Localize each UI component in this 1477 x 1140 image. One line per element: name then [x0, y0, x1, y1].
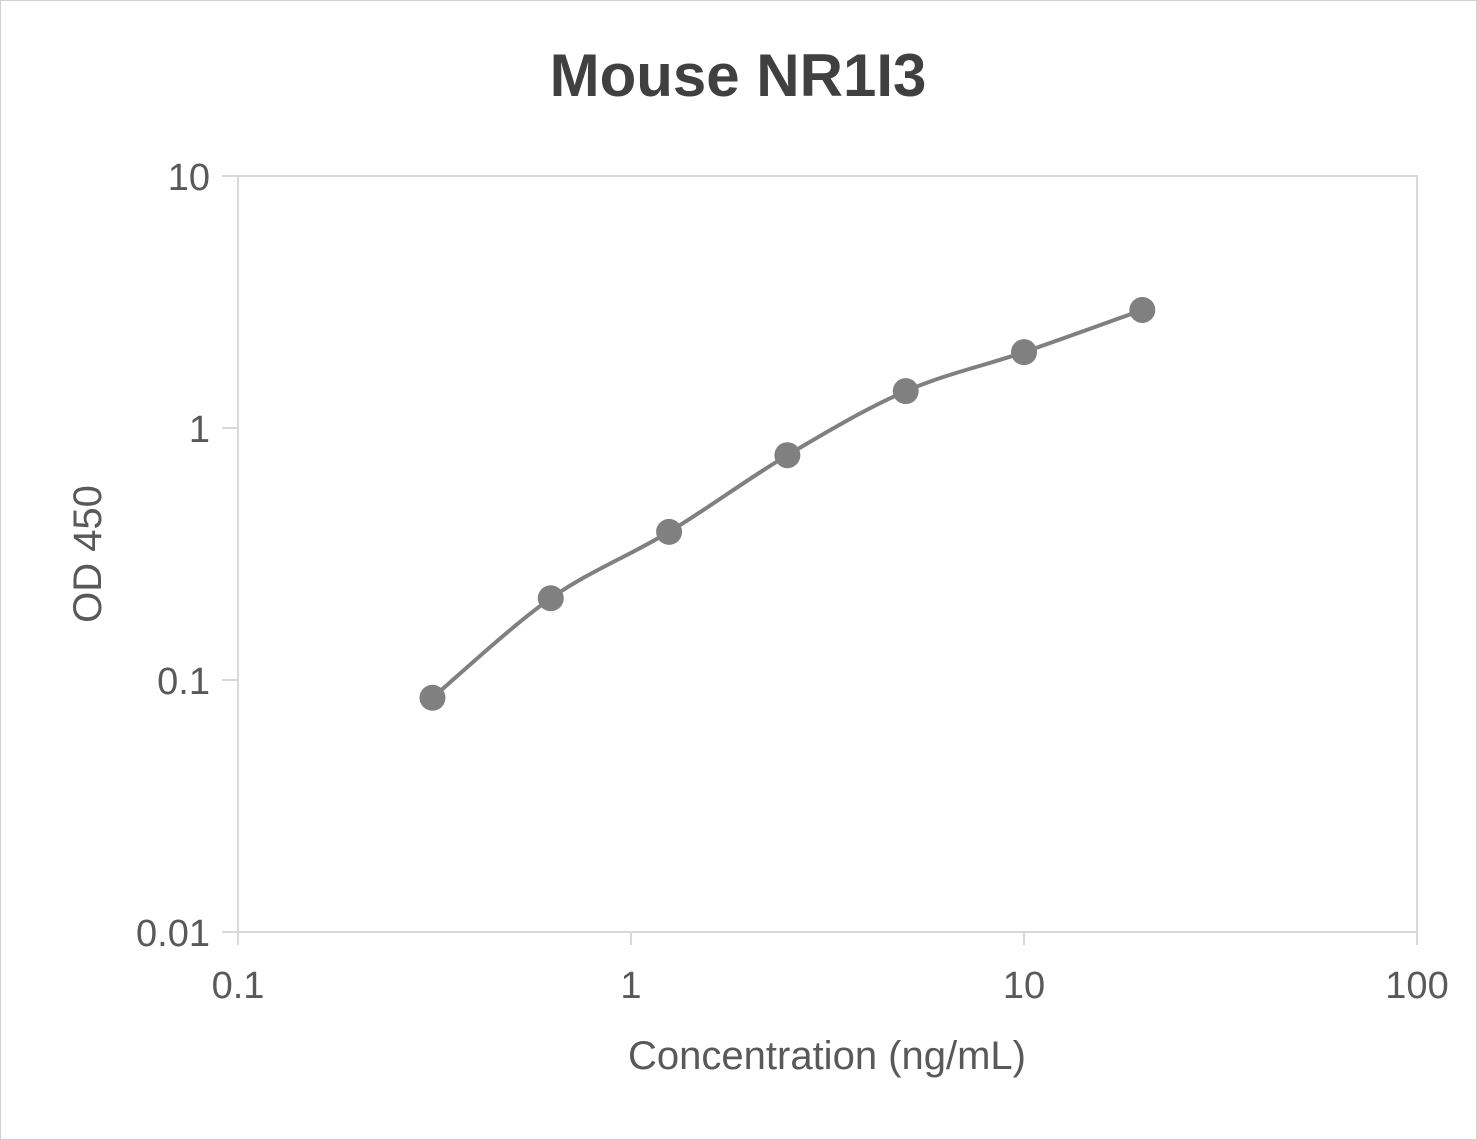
- x-axis-label: Concentration (ng/mL): [628, 1034, 1026, 1078]
- y-axis-label: OD 450: [66, 485, 110, 623]
- y-tick-label: 10: [168, 157, 210, 199]
- x-tick-label: 10: [1003, 965, 1045, 1007]
- y-tick-label: 0.01: [136, 913, 210, 955]
- x-tick-label: 100: [1385, 965, 1448, 1007]
- data-point: [537, 585, 564, 612]
- data-point: [892, 378, 919, 405]
- y-tick-label: 0.1: [157, 661, 210, 703]
- x-tick-label: 1: [620, 965, 641, 1007]
- data-point: [1011, 339, 1037, 366]
- x-tick-label: 0.1: [212, 965, 265, 1007]
- y-tick-label: 1: [189, 409, 210, 451]
- series-line: [431, 308, 1143, 700]
- data-point: [1129, 296, 1156, 323]
- data-point: [774, 442, 801, 469]
- data-point: [656, 518, 683, 545]
- plot-area-border: [237, 175, 1418, 933]
- chart-title: Mouse NR1I3: [550, 42, 927, 109]
- data-point: [419, 684, 446, 711]
